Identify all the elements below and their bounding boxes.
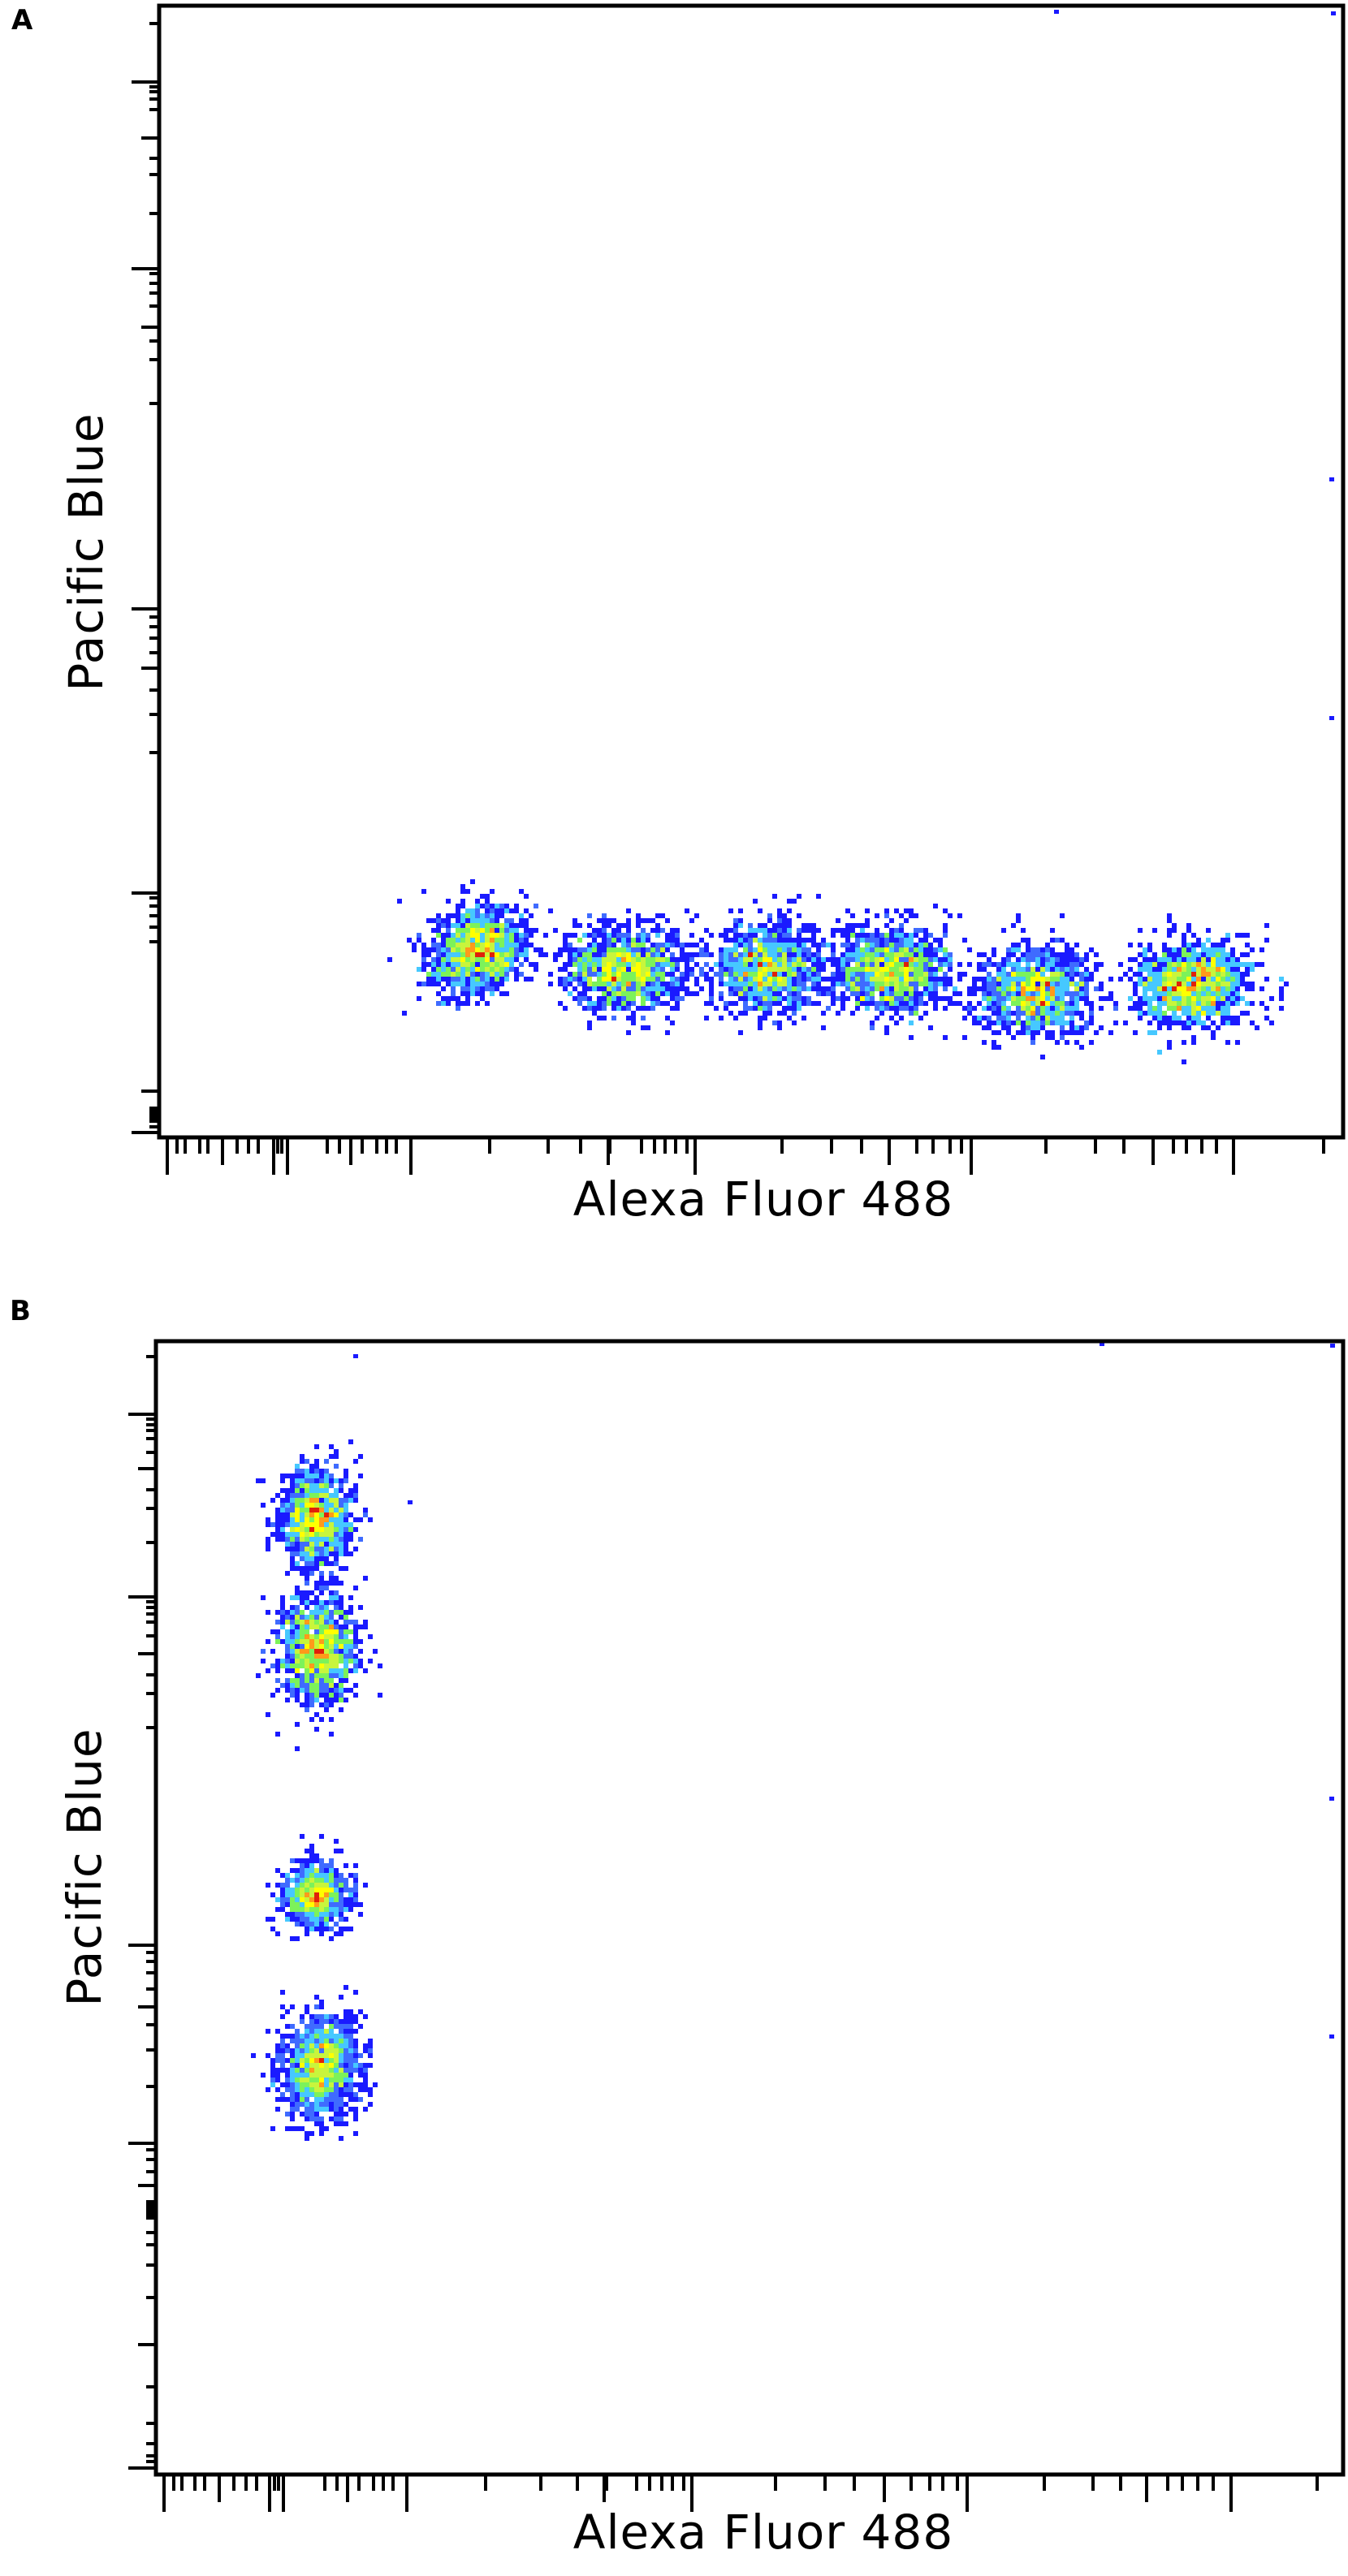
x-axis-title-b: Alexa Fluor 488: [572, 2505, 954, 2560]
x-axis-ticks: [166, 1137, 1325, 1175]
stray-event-dot: [353, 1354, 358, 1358]
stray-event-dot: [1329, 2034, 1334, 2039]
y-axis-ticks: [132, 22, 159, 1134]
stray-event-dot: [1329, 1797, 1334, 1801]
plot-frame: [153, 1339, 1346, 2477]
stray-event-dot: [1331, 11, 1336, 15]
density-dots: [387, 10, 1336, 1064]
stray-event-dot: [1054, 10, 1059, 14]
panel-label-a: A: [11, 4, 33, 37]
y-axis-ticks: [128, 1355, 156, 2470]
panel-a: A Pacific Blue Alexa Fluor 488: [0, 0, 1348, 1283]
plot-area-a: [132, 3, 1346, 1175]
panel-label-b: B: [10, 1295, 31, 1327]
stray-event-dot: [1100, 1342, 1104, 1346]
density-dots: [251, 1342, 1335, 2141]
plot-frame: [157, 3, 1346, 1140]
stray-event-dot: [408, 1500, 413, 1504]
stray-event-dot: [1329, 477, 1334, 481]
stray-event-dot: [1330, 1344, 1335, 1348]
stray-event-dot: [1329, 716, 1334, 720]
x-axis-title-a: Alexa Fluor 488: [572, 1171, 954, 1227]
plot-area-b: [128, 1339, 1346, 2512]
x-axis-ticks: [162, 2475, 1319, 2512]
